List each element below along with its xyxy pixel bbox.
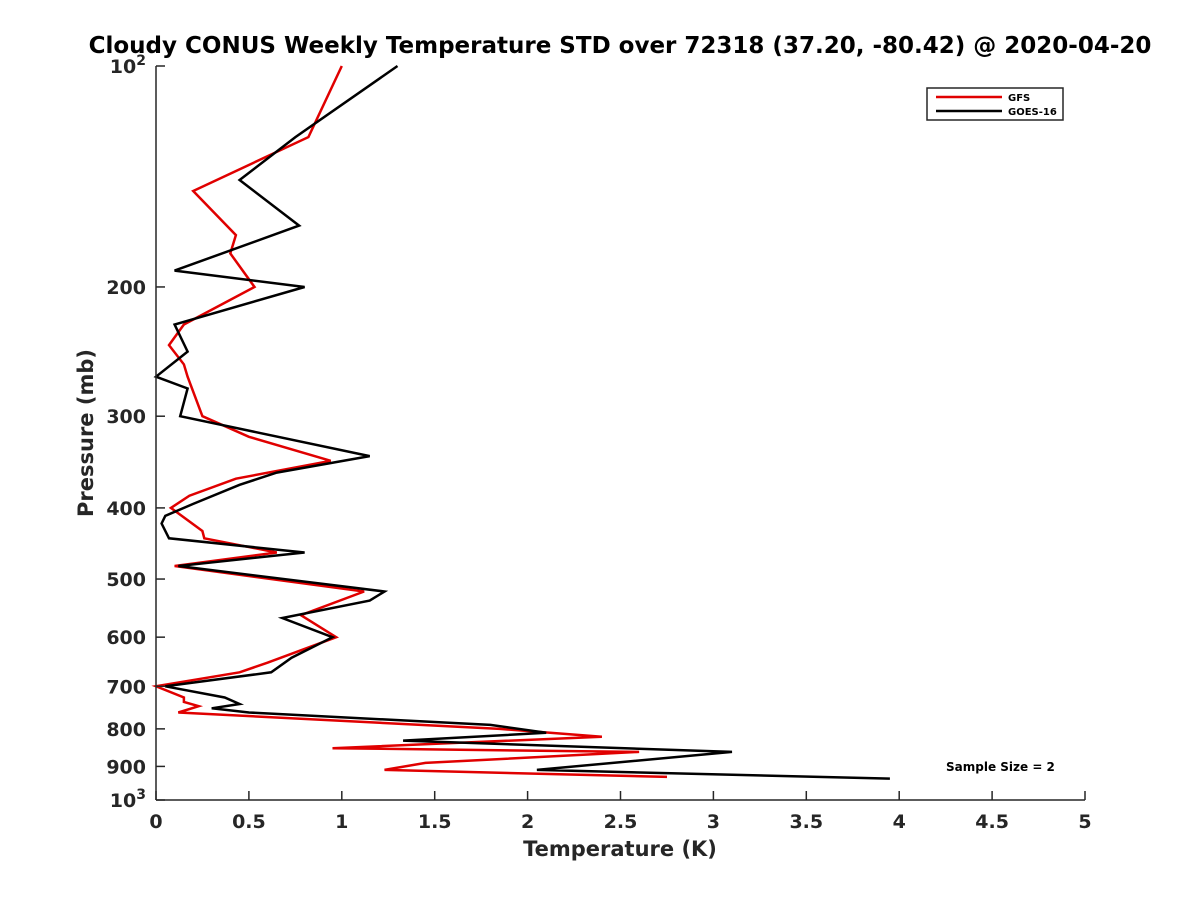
y-axis-ticks: 102 200 300 400 500 600 700 800 900 103 bbox=[106, 53, 165, 812]
y-tick-label: 600 bbox=[106, 627, 146, 649]
x-tick-label: 4.5 bbox=[975, 811, 1009, 833]
y-tick-label: 800 bbox=[106, 719, 146, 741]
x-tick-label: 0.5 bbox=[232, 811, 266, 833]
legend-label-goes16: GOES-16 bbox=[1008, 107, 1057, 118]
y-tick-label: 300 bbox=[106, 406, 146, 428]
series-line-0 bbox=[151, 65, 668, 779]
y-tick-label: 200 bbox=[106, 277, 146, 299]
y-tick-label: 103 bbox=[110, 787, 146, 812]
legend-label-gfs: GFS bbox=[1008, 93, 1030, 104]
x-tick-label: 4 bbox=[893, 811, 906, 833]
y-tick-label: 900 bbox=[106, 756, 146, 778]
y-tick-label: 500 bbox=[106, 569, 146, 591]
chart-title: Cloudy CONUS Weekly Temperature STD over… bbox=[89, 33, 1152, 59]
y-axis-label: Pressure (mb) bbox=[74, 349, 98, 517]
x-tick-label: 2 bbox=[521, 811, 534, 833]
x-tick-label: 5 bbox=[1078, 811, 1091, 833]
axes bbox=[155, 66, 1085, 801]
legend: GFS GOES-16 bbox=[926, 87, 1064, 121]
plot-lines bbox=[151, 64, 890, 780]
x-tick-label: 1 bbox=[335, 811, 348, 833]
sample-size-annotation: Sample Size = 2 bbox=[946, 760, 1055, 774]
legend-box bbox=[926, 87, 1064, 121]
x-tick-label: 1.5 bbox=[418, 811, 452, 833]
y-tick-label: 700 bbox=[106, 676, 146, 698]
x-tick-label: 3 bbox=[707, 811, 720, 833]
x-tick-label: 0 bbox=[149, 811, 162, 833]
y-tick-label: 102 bbox=[110, 53, 146, 78]
x-axis-label: Temperature (K) bbox=[523, 837, 717, 861]
x-tick-label: 3.5 bbox=[789, 811, 823, 833]
x-axis-ticks: 0 0.5 1 1.5 2 2.5 3 3.5 4 4.5 5 bbox=[149, 791, 1092, 833]
series-line-1 bbox=[153, 64, 890, 780]
y-tick-label: 400 bbox=[106, 498, 146, 520]
x-tick-label: 2.5 bbox=[604, 811, 638, 833]
